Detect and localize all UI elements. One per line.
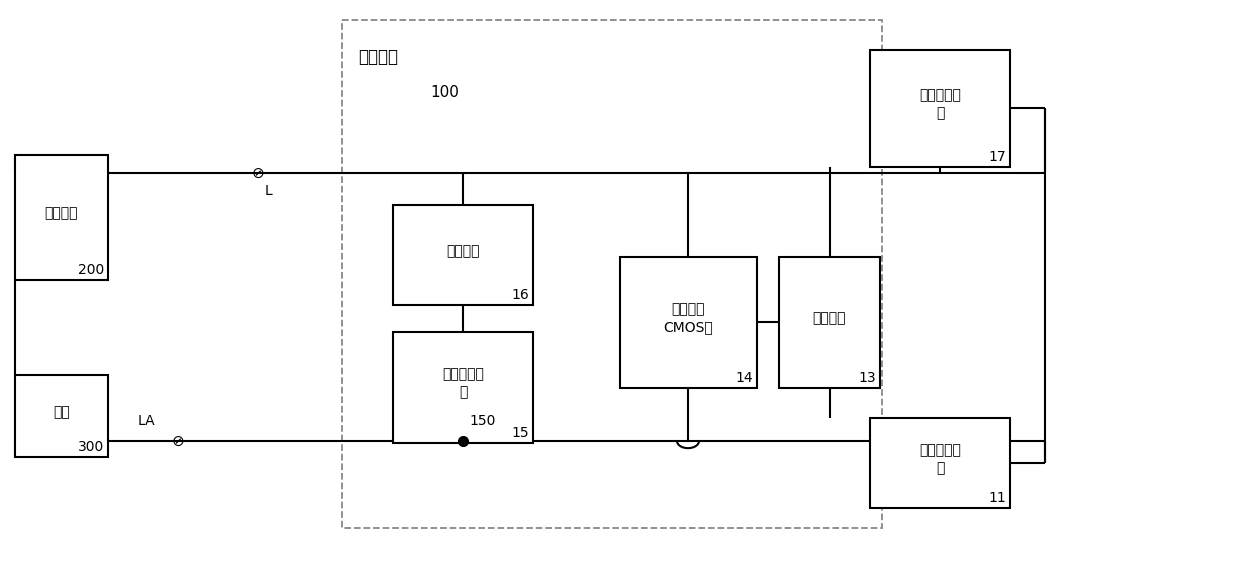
Text: 100: 100 — [430, 85, 459, 100]
Text: 300: 300 — [78, 440, 104, 454]
Text: 11: 11 — [988, 491, 1006, 505]
Text: $\oslash$: $\oslash$ — [171, 433, 185, 449]
Text: 联动反应电: 联动反应电 — [443, 367, 484, 382]
Text: 16: 16 — [511, 288, 529, 302]
Text: 14: 14 — [735, 371, 753, 385]
Text: 15: 15 — [511, 426, 529, 440]
Text: 交流电源: 交流电源 — [45, 207, 78, 220]
Text: 控制回路: 控制回路 — [812, 311, 846, 325]
Text: LA: LA — [138, 414, 155, 428]
Text: 滤波网络: 滤波网络 — [446, 244, 480, 258]
Bar — [342, 20, 882, 528]
Text: 可控硅或: 可控硅或 — [672, 303, 706, 316]
Text: 开关电路: 开关电路 — [358, 48, 398, 66]
Text: 17: 17 — [988, 150, 1006, 164]
Text: 源: 源 — [936, 461, 944, 475]
Bar — [779, 257, 880, 388]
Bar — [15, 375, 108, 457]
Text: 源: 源 — [936, 107, 944, 120]
Text: CMOS管: CMOS管 — [663, 320, 713, 335]
Text: 13: 13 — [858, 371, 875, 385]
Text: 150: 150 — [469, 414, 495, 428]
Bar — [870, 50, 1011, 167]
Bar — [393, 332, 533, 443]
Text: L: L — [265, 184, 273, 198]
Text: 动态稳压电: 动态稳压电 — [919, 443, 961, 457]
Text: 负载: 负载 — [53, 405, 69, 419]
Bar — [870, 418, 1011, 508]
Bar — [620, 257, 756, 388]
Text: 200: 200 — [78, 263, 104, 277]
Bar — [15, 155, 108, 280]
Text: 静态稳压电: 静态稳压电 — [919, 89, 961, 102]
Text: $\oslash$: $\oslash$ — [252, 165, 264, 181]
Bar — [393, 205, 533, 305]
Text: 路: 路 — [459, 386, 467, 399]
